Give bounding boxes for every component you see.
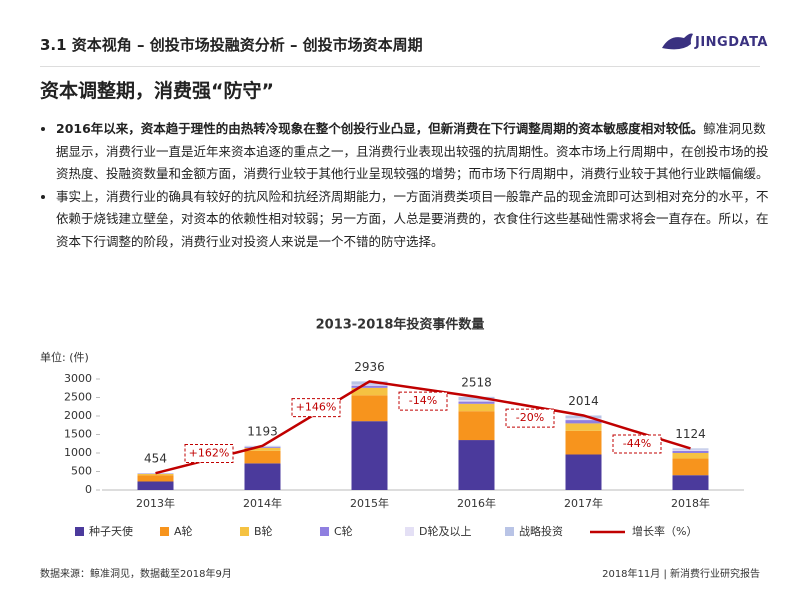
bar-segment bbox=[137, 473, 174, 476]
bar-segment bbox=[565, 454, 602, 490]
bar-segment bbox=[672, 453, 709, 459]
x-tick-label: 2013年 bbox=[136, 496, 175, 510]
chart: 2013-2018年投资事件数量 单位: (件) 0 500 1000 1500 200… bbox=[40, 317, 744, 538]
bar-segment bbox=[565, 420, 602, 424]
source: 数据来源：鲸准洞见，数据截至2018年9月 bbox=[40, 569, 232, 580]
bullet-text: 事实上，消费行业的确具有较好的抗风险和抗经济周期能力，一方面消费类项目一般靠产品… bbox=[56, 188, 769, 249]
bar-segment bbox=[672, 449, 709, 451]
x-tick-label: 2015年 bbox=[350, 496, 389, 510]
total-label: 1193 bbox=[247, 424, 278, 438]
legend-swatch bbox=[505, 527, 514, 536]
bar-segment bbox=[351, 385, 388, 388]
bar-segment bbox=[565, 423, 602, 431]
logo-icon bbox=[662, 33, 693, 50]
bar-segment bbox=[137, 481, 174, 490]
bullets: 2016年以来，资本趋于理性的由热转冷现象在整个创投行业凸显，但新消费在下行调整… bbox=[30, 118, 770, 253]
growth-box bbox=[505, 408, 555, 428]
bar-segment bbox=[458, 440, 495, 490]
bar-segment bbox=[351, 395, 388, 422]
bar-segment bbox=[672, 450, 709, 453]
total-label: 1124 bbox=[675, 427, 706, 441]
growth-box bbox=[291, 398, 341, 418]
growth-label: +162% bbox=[189, 447, 230, 460]
legend-label: B轮 bbox=[254, 524, 273, 538]
bar-segment bbox=[351, 387, 388, 396]
y-tick-label: 0 bbox=[85, 483, 92, 496]
header-title: 3.1 资本视角 – 创投市场投融资分析 – 创投市场资本周期 bbox=[40, 36, 423, 54]
bullet: 事实上，消费行业的确具有较好的抗风险和抗经济周期能力，一方面消费类项目一般靠产品… bbox=[56, 186, 770, 254]
bullet-text: 鲸准洞见数据显示，消费行业一直是近年来资本追逐的重点之一，且消费行业表现出较强的… bbox=[56, 121, 769, 181]
bar-segment bbox=[458, 396, 495, 401]
growth-label: -44% bbox=[623, 437, 651, 450]
bar-segment bbox=[458, 403, 495, 412]
growth-box bbox=[398, 391, 448, 411]
y-tick-label: 1500 bbox=[64, 428, 92, 441]
y-tick-label: 1000 bbox=[64, 446, 92, 459]
growth-box bbox=[612, 434, 662, 454]
legend-swatch bbox=[75, 527, 84, 536]
growth-box bbox=[184, 444, 234, 464]
report: 2018年11月 | 新消费行业研究报告 bbox=[602, 569, 760, 580]
y-tick-label: 500 bbox=[71, 465, 92, 478]
bar-segment bbox=[351, 384, 388, 386]
growth-label: -20% bbox=[516, 411, 544, 424]
x-tick-label: 2018年 bbox=[671, 496, 710, 510]
total-label: 2014 bbox=[568, 394, 599, 408]
x-tick-label: 2014年 bbox=[243, 496, 282, 510]
bar-segment bbox=[458, 401, 495, 404]
bullet-bold: 2016年以来，资本趋于理性的由热转冷现象在整个创投行业凸显，但新消费在下行调整… bbox=[56, 121, 704, 136]
bullet: 2016年以来，资本趋于理性的由热转冷现象在整个创投行业凸显，但新消费在下行调整… bbox=[56, 118, 770, 186]
growth-label: -14% bbox=[409, 394, 437, 407]
legend-label: 战略投资 bbox=[519, 524, 563, 538]
bar-segment bbox=[672, 475, 709, 490]
bar-segment bbox=[458, 400, 495, 402]
y-tick-label: 2500 bbox=[64, 391, 92, 404]
total-label: 2936 bbox=[354, 360, 385, 374]
bar-segment bbox=[565, 415, 602, 419]
legend-label: A轮 bbox=[174, 524, 193, 538]
legend-label: C轮 bbox=[334, 524, 353, 538]
bar-segment bbox=[244, 447, 281, 451]
bar-segment bbox=[672, 458, 709, 476]
bar-segment bbox=[351, 381, 388, 385]
legend-swatch bbox=[160, 527, 169, 536]
legend-swatch bbox=[320, 527, 329, 536]
growth-label: +146% bbox=[296, 401, 337, 414]
bar-segment bbox=[137, 475, 174, 482]
legend-label: D轮及以上 bbox=[419, 524, 471, 538]
bar-segment bbox=[672, 448, 709, 450]
bar-segment bbox=[458, 411, 495, 441]
legend-swatch bbox=[405, 527, 414, 536]
total-label: 454 bbox=[144, 452, 167, 466]
bar-segment bbox=[244, 450, 281, 464]
growth-line bbox=[155, 380, 691, 475]
divider bbox=[40, 66, 760, 67]
legend-swatch bbox=[240, 527, 249, 536]
bar-segment bbox=[565, 430, 602, 455]
chart-title: 2013-2018年投资事件数量 bbox=[316, 317, 485, 333]
legend-label: 增长率（%） bbox=[632, 524, 697, 538]
x-tick-label: 2016年 bbox=[457, 496, 496, 510]
x-tick-label: 2017年 bbox=[564, 496, 603, 510]
bar-segment bbox=[351, 421, 388, 490]
y-tick-label: 2000 bbox=[64, 409, 92, 422]
bar-segment bbox=[244, 463, 281, 490]
logo: JINGDATA bbox=[695, 35, 768, 50]
bar-segment bbox=[244, 446, 281, 448]
total-label: 2518 bbox=[461, 375, 492, 389]
bar-segment bbox=[565, 418, 602, 421]
y-tick-label: 3000 bbox=[64, 372, 92, 385]
subtitle: 资本调整期，消费强“防守” bbox=[40, 80, 274, 102]
legend-label: 种子天使 bbox=[89, 524, 133, 538]
y-axis-label: 单位: (件) bbox=[40, 350, 89, 364]
